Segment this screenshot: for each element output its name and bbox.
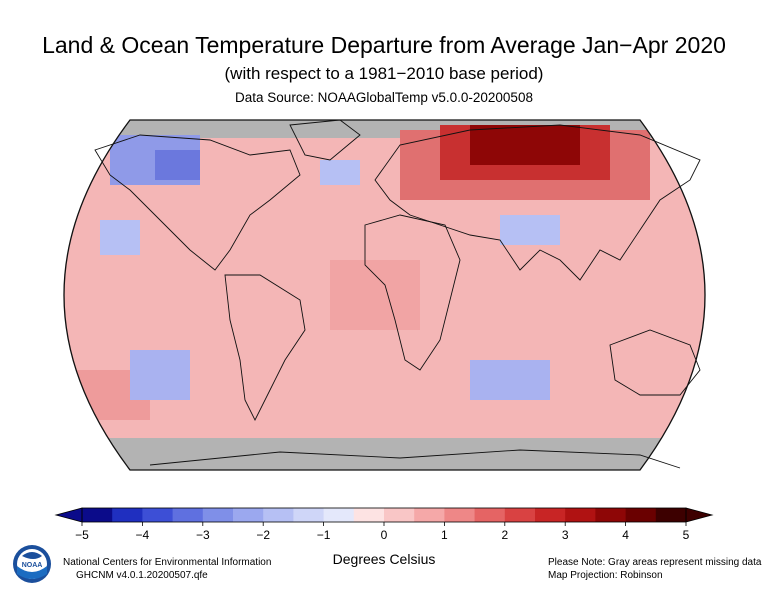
scale-bin: [82, 508, 113, 522]
greenland-outline: [289, 119, 361, 161]
scale-bin: [263, 508, 294, 522]
scale-high-arrow: [685, 507, 714, 523]
color-scale-bins: [82, 508, 687, 522]
scale-tick-label: −3: [196, 528, 210, 542]
scale-bin: [504, 508, 536, 522]
scale-bin: [233, 508, 264, 522]
anomaly-cool-tibet: [500, 215, 560, 245]
scale-bin: [384, 508, 415, 522]
eurasia-outline: [374, 124, 701, 281]
scale-tick-label: 0: [381, 528, 388, 542]
anomaly-cool-south-pacific: [130, 350, 190, 400]
scale-bin: [595, 508, 627, 522]
scale-bin: [535, 508, 566, 522]
anomaly-cold-canada: [155, 150, 200, 180]
south-america-outline: [224, 274, 306, 422]
scale-bin: [323, 508, 355, 522]
map-subtitle: (with respect to a 1981−2010 base period…: [224, 64, 544, 83]
scale-bin: [565, 508, 596, 522]
scale-bin: [625, 508, 657, 522]
scale-bin: [202, 508, 234, 522]
scale-bin: [655, 508, 687, 522]
anomaly-cool-indian-ocean: [470, 360, 550, 400]
scale-low-arrow: [54, 507, 83, 523]
org-name: National Centers for Environmental Infor…: [63, 557, 272, 568]
dataset-version: GHCNM v4.0.1.20200507.qfe: [76, 570, 208, 581]
scale-bin: [142, 508, 174, 522]
antarctica-outline: [149, 449, 681, 469]
scale-tick-label: 3: [562, 528, 569, 542]
scale-bin: [353, 508, 385, 522]
scale-tick-label: −2: [256, 528, 270, 542]
missing-data-note: Please Note: Gray areas represent missin…: [548, 557, 762, 568]
data-source: Data Source: NOAAGlobalTemp v5.0.0-20200…: [235, 90, 533, 105]
scale-bin: [444, 508, 476, 522]
color-scale-ticks: −5 −4 −3 −2 −1 0 1 2 3 4 5: [75, 522, 690, 542]
scale-bin: [414, 508, 445, 522]
anomaly-very-hot-siberia: [470, 125, 580, 165]
scale-tick-label: 1: [441, 528, 448, 542]
australia-outline: [609, 329, 701, 396]
projection-note: Map Projection: Robinson: [548, 570, 663, 581]
svg-text:NOAA: NOAA: [22, 562, 43, 569]
scale-bin: [112, 508, 143, 522]
map-title: Land & Ocean Temperature Departure from …: [42, 32, 726, 58]
scale-bin: [172, 508, 204, 522]
noaa-logo: NOAA: [13, 545, 51, 583]
scale-tick-label: −1: [317, 528, 331, 542]
units-label: Degrees Celsius: [332, 551, 436, 567]
africa-outline: [364, 214, 461, 371]
missing-data-antarctic: [64, 438, 705, 470]
coastlines: [94, 119, 701, 469]
anomaly-warm-atlantic: [330, 260, 420, 330]
anomaly-cool-north-pacific: [100, 220, 140, 255]
anomaly-field: [64, 120, 705, 470]
scale-tick-label: −4: [136, 528, 150, 542]
scale-bin: [474, 508, 506, 522]
map-border: [63, 119, 706, 471]
north-america-outline: [94, 134, 301, 271]
scale-bin: [293, 508, 325, 522]
scale-tick-label: 5: [683, 528, 690, 542]
scale-tick-label: 2: [501, 528, 508, 542]
scale-tick-label: 4: [622, 528, 629, 542]
anomaly-cool-north-atlantic: [320, 160, 360, 185]
scale-tick-label: −5: [75, 528, 89, 542]
